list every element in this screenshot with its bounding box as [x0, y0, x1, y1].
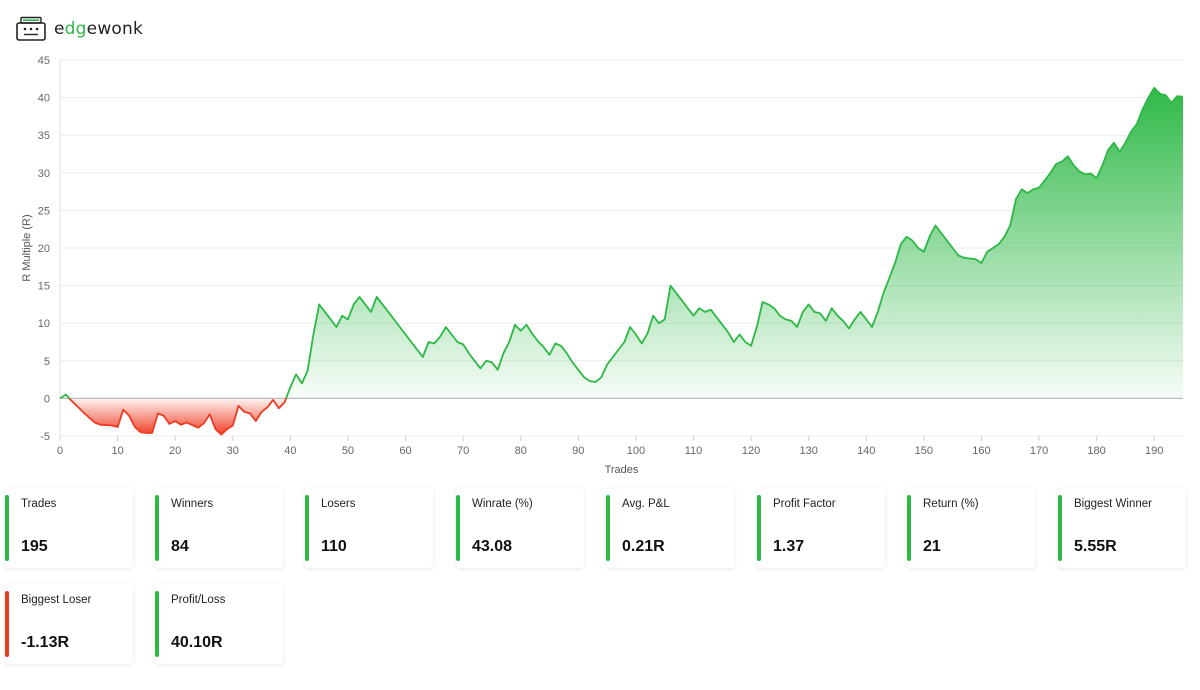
profit-area — [60, 87, 1183, 399]
x-tick-label: 190 — [1145, 445, 1163, 457]
brand-header: edgewonk — [16, 14, 143, 44]
stat-card-biggest-winner: Biggest Winner 5.55R — [1058, 488, 1186, 568]
y-tick-label: 40 — [38, 93, 50, 105]
stat-label: Trades — [21, 498, 57, 510]
stat-value: 84 — [171, 538, 189, 555]
y-tick-label: 30 — [38, 168, 50, 180]
stat-value: 5.55R — [1074, 538, 1117, 555]
stat-card-profit-factor: Profit Factor 1.37 — [757, 488, 885, 568]
x-tick-label: 170 — [1030, 445, 1048, 457]
stat-value: 40.10R — [171, 634, 223, 651]
stat-card-winrate: Winrate (%) 43.08 — [456, 488, 584, 568]
y-axis-label: R Multiple (R) — [21, 214, 33, 281]
y-tick-label: 25 — [38, 205, 50, 217]
x-tick-label: 50 — [342, 445, 354, 457]
x-tick-label: 130 — [799, 445, 817, 457]
y-axis-ticks: -5 0 5 10 15 20 25 30 35 40 45 — [38, 55, 50, 443]
stat-accent-bar — [757, 495, 761, 561]
x-tick-label: 10 — [111, 445, 123, 457]
loss-area — [60, 398, 1183, 435]
x-tick-label: 90 — [572, 445, 584, 457]
stat-label: Winrate (%) — [472, 498, 533, 510]
stat-value: 0.21R — [622, 538, 665, 555]
stat-label: Avg. P&L — [622, 498, 670, 510]
stat-card-avg-p-l: Avg. P&L 0.21R — [606, 488, 734, 568]
stat-value: 195 — [21, 538, 48, 555]
y-tick-label: 5 — [44, 356, 50, 368]
cash-register-icon — [16, 16, 46, 41]
stat-card-losers: Losers 110 — [305, 488, 433, 568]
stat-value: 43.08 — [472, 538, 513, 555]
stat-accent-bar — [155, 591, 159, 657]
stat-label: Losers — [321, 498, 356, 510]
chart-areas — [60, 87, 1183, 435]
stat-label: Biggest Winner — [1074, 498, 1152, 510]
x-tick-label: 160 — [972, 445, 990, 457]
x-tick-label: 100 — [627, 445, 645, 457]
x-tick-label: 180 — [1087, 445, 1105, 457]
x-axis-ticks: 0 10 20 30 40 50 60 70 80 90 100 110 120 130 140 150 160… — [57, 436, 1163, 457]
stat-accent-bar — [606, 495, 610, 561]
chart-lines — [60, 86, 1183, 436]
x-tick-label: 150 — [915, 445, 933, 457]
stat-card-winners: Winners 84 — [155, 488, 283, 568]
stat-accent-bar — [1058, 495, 1062, 561]
y-tick-label: 15 — [38, 281, 50, 293]
equity-line-positive — [60, 86, 1183, 399]
y-tick-label: 35 — [38, 130, 50, 142]
stat-card-profit-loss: Profit/Loss 40.10R — [155, 584, 283, 664]
x-tick-label: 60 — [399, 445, 411, 457]
stat-label: Biggest Loser — [21, 594, 92, 606]
x-tick-label: 20 — [169, 445, 181, 457]
x-axis-label: Trades — [605, 464, 639, 476]
stat-accent-bar — [907, 495, 911, 561]
stat-value: 1.37 — [773, 538, 805, 555]
y-tick-label: -5 — [40, 431, 50, 443]
stat-accent-bar — [155, 495, 159, 561]
stat-value: 110 — [321, 538, 347, 555]
stat-card-return: Return (%) 21 — [907, 488, 1035, 568]
x-tick-label: 40 — [284, 445, 296, 457]
stat-label: Profit Factor — [773, 498, 836, 510]
stat-card-biggest-loser: Biggest Loser -1.13R — [5, 584, 133, 664]
y-tick-label: 20 — [38, 243, 50, 255]
stat-label: Profit/Loss — [171, 594, 226, 606]
stat-accent-bar — [456, 495, 460, 561]
x-tick-label: 110 — [685, 445, 703, 457]
y-tick-label: 0 — [44, 393, 50, 405]
stat-value: 21 — [923, 538, 941, 555]
x-tick-label: 70 — [457, 445, 469, 457]
x-tick-label: 30 — [227, 445, 239, 457]
stat-label: Winners — [171, 498, 214, 510]
x-tick-label: 140 — [857, 445, 875, 457]
x-tick-label: 80 — [515, 445, 527, 457]
y-tick-label: 10 — [38, 318, 50, 330]
brand-name: edgewonk — [54, 19, 144, 39]
equity-line-negative — [60, 398, 288, 436]
stat-accent-bar — [5, 495, 9, 561]
x-tick-label: 0 — [57, 445, 63, 457]
equity-curve-chart: -5 0 5 10 15 20 25 30 35 40 45 0 10 20 30 40 50 60 70 80 90… — [21, 55, 1183, 476]
stat-label: Return (%) — [923, 498, 979, 510]
stat-card-trades: Trades 195 — [5, 488, 133, 568]
stat-accent-bar — [305, 495, 309, 561]
x-tick-label: 120 — [742, 445, 760, 457]
y-tick-label: 45 — [38, 55, 50, 67]
stat-accent-bar — [5, 591, 9, 657]
stat-value: -1.13R — [21, 634, 70, 651]
